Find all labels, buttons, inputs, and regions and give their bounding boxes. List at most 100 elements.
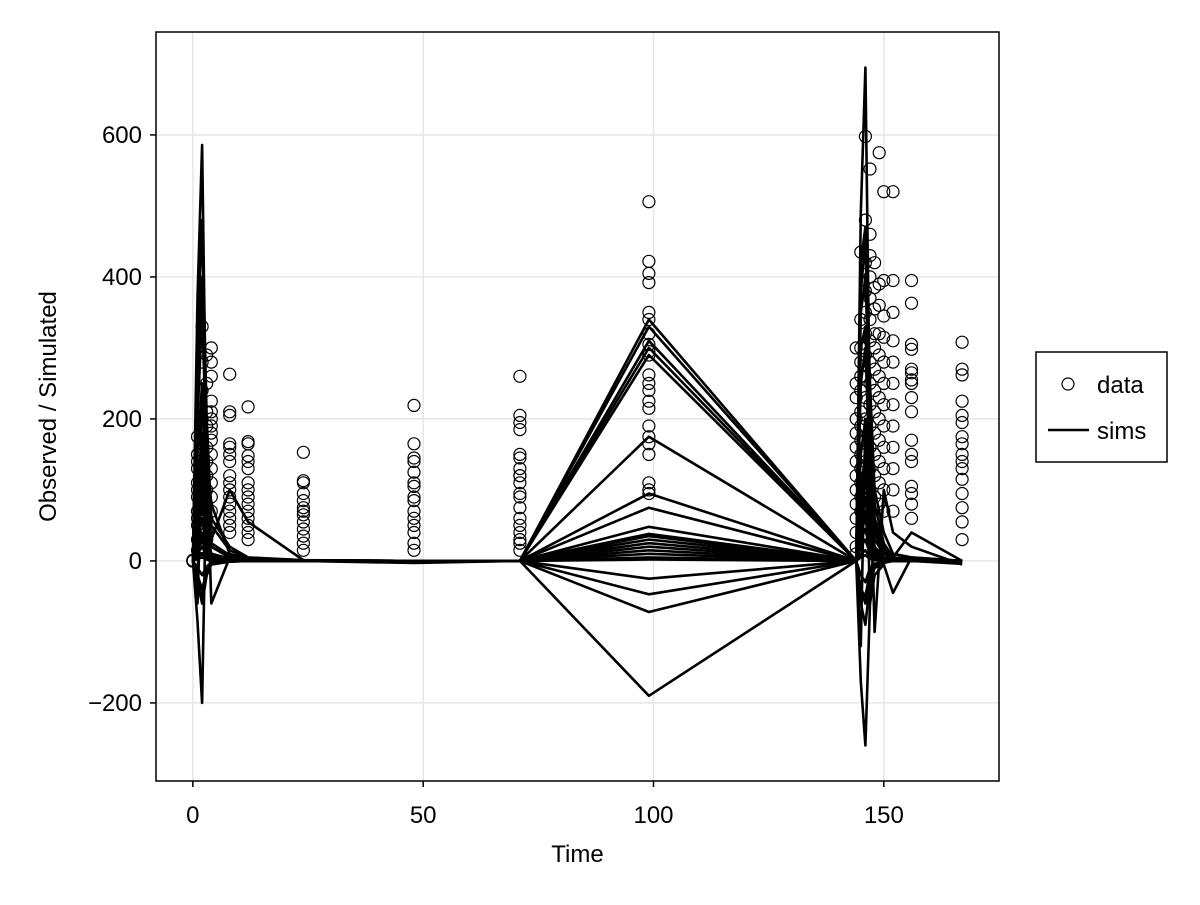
data-point bbox=[872, 454, 886, 469]
data-point bbox=[195, 540, 209, 554]
data-point bbox=[407, 490, 421, 504]
data-point bbox=[854, 369, 868, 383]
data-point bbox=[854, 383, 868, 398]
data-point bbox=[858, 497, 873, 511]
data-point bbox=[854, 355, 868, 369]
data-point bbox=[955, 501, 969, 515]
data-point bbox=[513, 451, 527, 465]
data-point bbox=[241, 449, 255, 463]
data-point bbox=[513, 532, 527, 547]
x-tick-label: 50 bbox=[410, 802, 437, 829]
data-point bbox=[200, 511, 214, 525]
data-point bbox=[872, 391, 886, 405]
data-point bbox=[195, 511, 209, 525]
data-point bbox=[867, 511, 882, 525]
data-point bbox=[513, 518, 527, 533]
data-point bbox=[190, 504, 205, 518]
legend-frame bbox=[1035, 351, 1168, 463]
data-point bbox=[955, 408, 969, 422]
data-point bbox=[877, 355, 891, 369]
data-point bbox=[241, 504, 255, 518]
data-point bbox=[642, 376, 656, 390]
data-point bbox=[200, 376, 214, 390]
data-point bbox=[223, 405, 237, 419]
data-point bbox=[241, 483, 255, 497]
data-point bbox=[190, 532, 205, 547]
data-point bbox=[407, 465, 421, 479]
legend: data sims bbox=[1035, 351, 1168, 463]
data-point bbox=[223, 408, 237, 422]
data-point bbox=[190, 490, 205, 504]
data-point bbox=[241, 532, 255, 547]
sim-line bbox=[192, 553, 963, 563]
data-point bbox=[872, 277, 886, 291]
data-point bbox=[195, 383, 209, 398]
legend-sims-label: sims bbox=[1097, 418, 1146, 445]
data-point bbox=[854, 462, 868, 476]
data-point bbox=[642, 401, 656, 415]
data-point bbox=[872, 146, 886, 160]
data-point bbox=[407, 511, 421, 525]
data-point bbox=[886, 185, 900, 199]
data-point bbox=[858, 327, 873, 341]
data-point bbox=[200, 454, 214, 469]
data-point bbox=[854, 447, 868, 461]
data-point bbox=[877, 504, 891, 518]
data-point bbox=[955, 515, 969, 529]
data-point bbox=[904, 366, 919, 380]
y-tick-label: 600 bbox=[102, 122, 142, 149]
x-tick-label: 0 bbox=[186, 802, 199, 829]
data-point bbox=[904, 486, 919, 501]
data-point bbox=[642, 266, 656, 280]
data-point bbox=[200, 525, 214, 540]
data-point bbox=[241, 454, 255, 469]
data-point bbox=[190, 511, 205, 525]
data-point bbox=[955, 486, 969, 501]
data-point bbox=[642, 419, 656, 433]
data-point bbox=[863, 334, 877, 348]
data-point bbox=[296, 486, 310, 501]
data-point bbox=[867, 302, 882, 316]
data-point bbox=[241, 497, 255, 511]
data-point bbox=[190, 454, 205, 469]
data-point bbox=[858, 412, 873, 426]
data-point bbox=[200, 532, 214, 547]
data-point bbox=[904, 405, 919, 419]
y-tick-label: 0 bbox=[129, 548, 142, 575]
data-point bbox=[223, 440, 237, 454]
data-point bbox=[955, 394, 969, 408]
data-point bbox=[642, 383, 656, 398]
data-point bbox=[190, 447, 205, 461]
data-point bbox=[863, 483, 877, 497]
data-point bbox=[195, 525, 209, 540]
data-point bbox=[296, 501, 310, 515]
data-point bbox=[858, 391, 873, 405]
data-point bbox=[642, 276, 656, 290]
x-tick-label: 150 bbox=[864, 802, 904, 829]
data-point bbox=[858, 476, 873, 490]
data-point bbox=[513, 511, 527, 525]
data-point bbox=[642, 486, 656, 501]
data-point bbox=[904, 362, 919, 376]
data-point bbox=[407, 476, 421, 490]
data-point bbox=[886, 273, 900, 288]
data-point bbox=[190, 543, 205, 557]
data-point bbox=[854, 476, 868, 490]
data-point bbox=[195, 412, 209, 426]
data-point bbox=[955, 472, 969, 486]
data-point bbox=[867, 469, 882, 483]
data-point bbox=[886, 462, 900, 476]
data-point bbox=[867, 426, 882, 440]
data-point bbox=[204, 433, 218, 447]
data-point bbox=[513, 525, 527, 540]
plot-frame bbox=[155, 31, 1000, 782]
data-point bbox=[513, 469, 527, 483]
data-point bbox=[904, 376, 919, 390]
data-point bbox=[877, 440, 891, 454]
data-point bbox=[955, 454, 969, 469]
data-point bbox=[190, 483, 205, 497]
data-point bbox=[241, 476, 255, 490]
data-point bbox=[204, 504, 218, 518]
